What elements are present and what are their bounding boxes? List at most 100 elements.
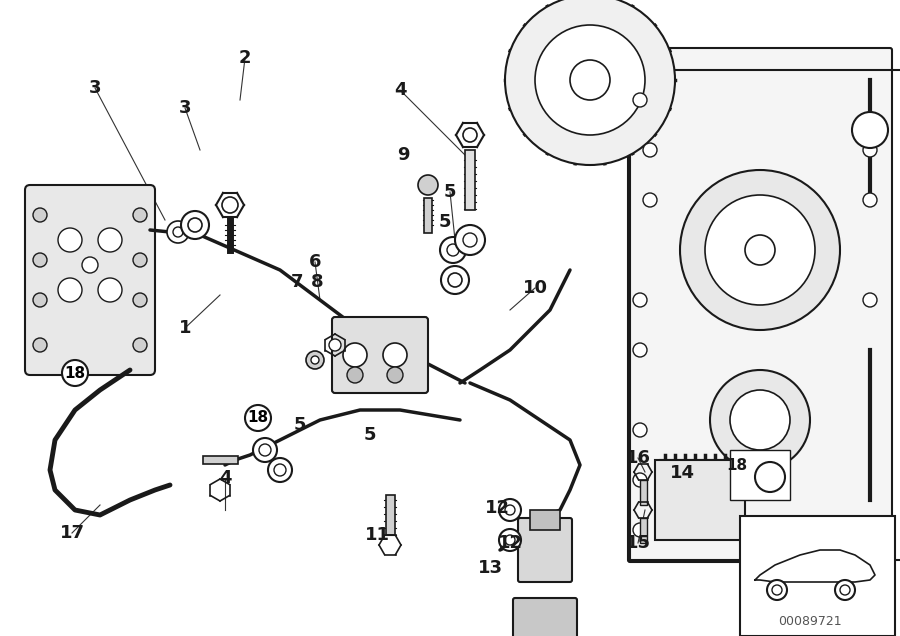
Circle shape (133, 208, 147, 222)
Text: 12: 12 (498, 534, 523, 552)
Circle shape (633, 473, 647, 487)
Text: 13: 13 (478, 559, 502, 577)
Circle shape (633, 343, 647, 357)
Circle shape (448, 273, 462, 287)
Circle shape (633, 93, 647, 107)
Circle shape (710, 370, 810, 470)
Text: 3: 3 (179, 99, 191, 117)
Circle shape (505, 505, 515, 515)
Circle shape (98, 278, 122, 302)
Circle shape (463, 233, 477, 247)
Text: 3: 3 (89, 79, 101, 97)
Bar (730, 450, 790, 500)
Circle shape (311, 356, 319, 364)
Circle shape (463, 128, 477, 142)
Text: 7: 7 (291, 273, 303, 291)
Text: 8: 8 (310, 273, 323, 291)
Circle shape (455, 225, 485, 255)
Circle shape (440, 237, 466, 263)
Circle shape (133, 253, 147, 267)
Circle shape (188, 218, 202, 232)
Circle shape (259, 444, 271, 456)
Text: 11: 11 (364, 526, 390, 544)
Circle shape (383, 343, 407, 367)
Circle shape (441, 266, 469, 294)
Circle shape (33, 208, 47, 222)
Text: 6: 6 (309, 253, 321, 271)
Circle shape (33, 338, 47, 352)
Circle shape (863, 143, 877, 157)
Bar (202, 456, 238, 464)
Circle shape (505, 0, 675, 165)
Text: 5: 5 (293, 416, 306, 434)
Circle shape (274, 464, 286, 476)
Circle shape (33, 293, 47, 307)
Circle shape (173, 227, 183, 237)
Circle shape (570, 60, 610, 100)
Circle shape (33, 253, 47, 267)
Bar (465, 150, 475, 210)
Text: 18: 18 (65, 366, 86, 380)
Circle shape (705, 195, 815, 305)
Circle shape (268, 458, 292, 482)
Circle shape (167, 221, 189, 243)
FancyBboxPatch shape (628, 48, 892, 562)
Bar (385, 495, 394, 535)
Circle shape (772, 585, 782, 595)
Text: 4: 4 (219, 469, 231, 487)
Circle shape (181, 211, 209, 239)
Bar (640, 518, 646, 543)
Text: 00089721: 00089721 (778, 615, 842, 628)
Circle shape (222, 197, 238, 213)
Circle shape (863, 293, 877, 307)
Text: 1: 1 (179, 319, 191, 337)
Text: 5: 5 (444, 183, 456, 201)
FancyBboxPatch shape (25, 185, 155, 375)
Bar (530, 510, 560, 530)
Text: 18: 18 (726, 457, 748, 473)
FancyBboxPatch shape (513, 598, 577, 636)
Bar (424, 198, 432, 233)
Text: 15: 15 (626, 534, 651, 552)
Text: 2: 2 (238, 49, 251, 67)
Circle shape (306, 351, 324, 369)
Circle shape (852, 112, 888, 148)
Circle shape (499, 499, 521, 521)
Circle shape (343, 343, 367, 367)
FancyBboxPatch shape (332, 317, 428, 393)
FancyBboxPatch shape (655, 460, 745, 540)
Text: 14: 14 (670, 464, 695, 482)
Circle shape (633, 523, 647, 537)
Text: 5: 5 (439, 213, 451, 231)
Circle shape (329, 339, 341, 351)
Circle shape (863, 193, 877, 207)
Circle shape (418, 175, 438, 195)
Circle shape (82, 257, 98, 273)
Bar (640, 480, 646, 504)
Circle shape (347, 367, 363, 383)
Circle shape (840, 585, 850, 595)
Circle shape (680, 170, 840, 330)
Circle shape (58, 228, 82, 252)
Circle shape (447, 244, 459, 256)
Circle shape (387, 367, 403, 383)
Circle shape (643, 143, 657, 157)
Text: 16: 16 (626, 449, 651, 467)
Circle shape (633, 293, 647, 307)
Circle shape (505, 535, 515, 545)
Circle shape (98, 228, 122, 252)
Circle shape (133, 293, 147, 307)
Circle shape (58, 278, 82, 302)
Circle shape (633, 423, 647, 437)
Circle shape (643, 193, 657, 207)
Circle shape (499, 529, 521, 551)
Circle shape (730, 390, 790, 450)
Circle shape (253, 438, 277, 462)
Text: 12: 12 (484, 499, 509, 517)
Text: 10: 10 (523, 279, 547, 297)
Text: 17: 17 (59, 524, 85, 542)
Circle shape (133, 338, 147, 352)
Text: 18: 18 (248, 410, 268, 425)
Circle shape (245, 405, 271, 431)
Circle shape (535, 25, 645, 135)
